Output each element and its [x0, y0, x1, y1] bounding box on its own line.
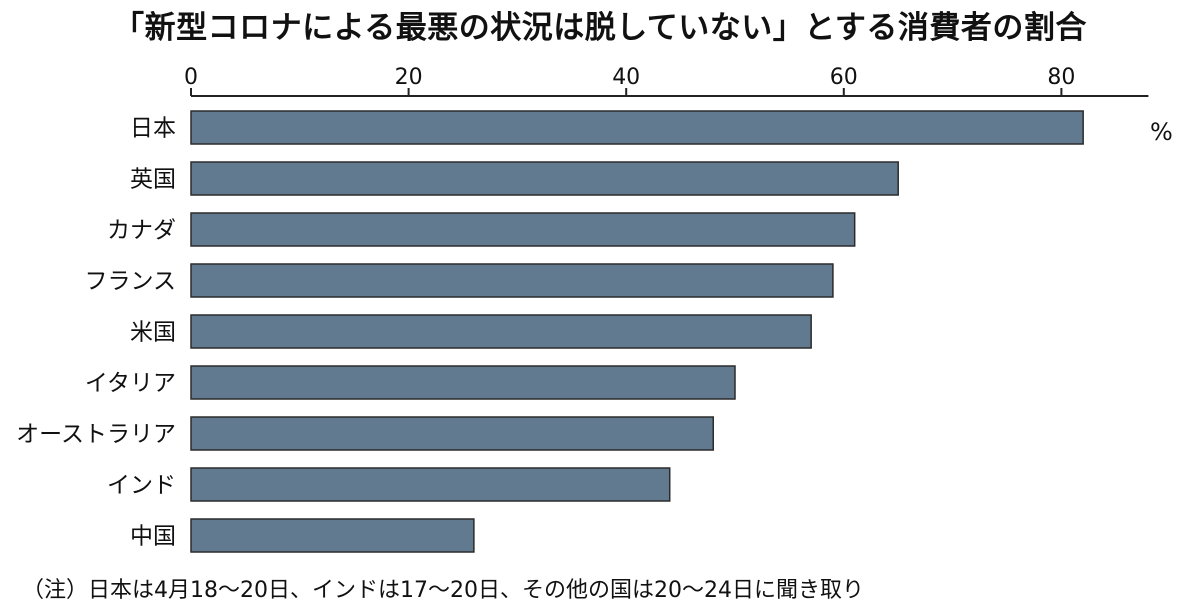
bar: [190, 110, 1084, 145]
x-tick-label: 60: [830, 65, 858, 90]
category-label: 日本: [130, 116, 176, 142]
bar: [190, 161, 899, 196]
category-label: オーストラリア: [16, 422, 176, 448]
x-axis: 0 20 40 60 80: [184, 65, 1149, 97]
x-tick-label: 20: [395, 65, 423, 90]
bar: [190, 518, 475, 553]
category-label: インド: [107, 473, 176, 499]
category-label: イタリア: [85, 371, 176, 397]
category-label: フランス: [84, 269, 176, 295]
category-label: 中国: [130, 524, 176, 550]
unit-label: %: [1150, 118, 1173, 146]
bar: [190, 212, 856, 247]
x-tick-label: 40: [612, 65, 640, 90]
bar: [190, 365, 736, 400]
category-label: カナダ: [107, 218, 176, 244]
x-tick-label: 80: [1047, 65, 1075, 90]
footnote: （注）日本は4月18～20日、インドは17～20日、その他の国は20～24日に聞…: [22, 578, 864, 600]
bar: [190, 467, 671, 502]
chart-title: 「新型コロナによる最悪の状況は脱していない」とする消費者の割合: [113, 10, 1087, 46]
bars: [190, 110, 1084, 553]
category-label: 米国: [130, 320, 176, 346]
category-label: 英国: [130, 167, 176, 193]
bar: [190, 416, 714, 451]
bar: [190, 263, 834, 298]
bar: [190, 314, 812, 349]
x-tick-label: 0: [184, 65, 198, 90]
